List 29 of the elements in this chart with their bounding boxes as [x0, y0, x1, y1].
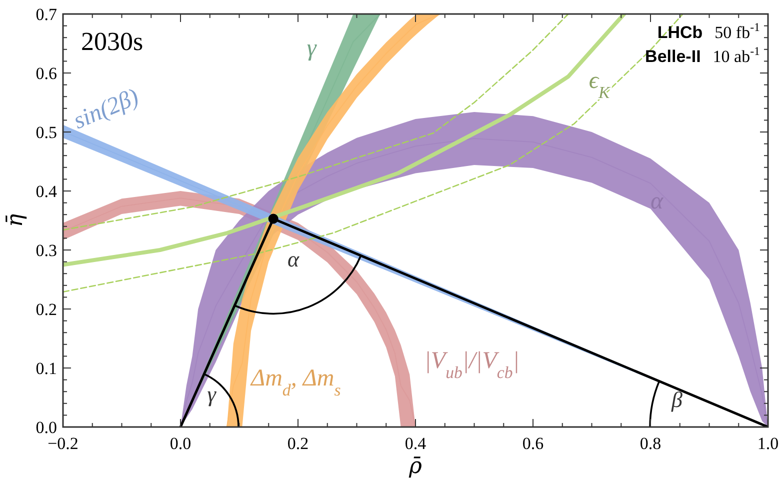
y-tick-label: 0.0	[36, 418, 57, 437]
annotation: γ	[207, 382, 218, 407]
text: sin(2β)	[70, 84, 143, 135]
series-label: Δm$_{d}$, Δm$_{s}$	[250, 366, 342, 400]
y-tick-label: 0.1	[36, 359, 57, 378]
y-tick-label: 0.2	[36, 300, 57, 319]
line-series	[63, 14, 626, 267]
y-tick-label: 0.6	[36, 64, 57, 83]
y-tick-label: 0.5	[36, 123, 57, 142]
x-tick-label: 0.8	[640, 434, 662, 453]
x-tick-label: 0.0	[170, 434, 192, 453]
annotation: Belle-II 10 ab$^{-1}$	[645, 44, 760, 66]
annotation: β	[670, 386, 682, 412]
y-tick-label: 0.4	[36, 182, 58, 201]
series-label: |V$_{ub}$|/|V$_{cb}$|	[424, 348, 520, 382]
annotation: LHCb 50 fb$^{-1}$	[657, 20, 760, 42]
x-axis-title: ρ̄	[408, 454, 422, 479]
y-tick-label: 0.3	[36, 241, 57, 260]
x-tick-label: 1.0	[757, 434, 779, 453]
series-label: γ	[306, 35, 317, 62]
annotation: 2030s	[81, 27, 144, 56]
x-tick-label: 0.2	[287, 434, 309, 453]
y-tick-label: 0.7	[36, 5, 58, 24]
x-tick-label: 0.4	[404, 434, 427, 453]
x-tick-label: 0.6	[522, 434, 544, 453]
line-series	[63, 14, 569, 231]
annotation: α	[288, 246, 300, 272]
x-tick-label: −0.2	[48, 434, 78, 453]
y-axis-title: η̄	[3, 214, 28, 228]
